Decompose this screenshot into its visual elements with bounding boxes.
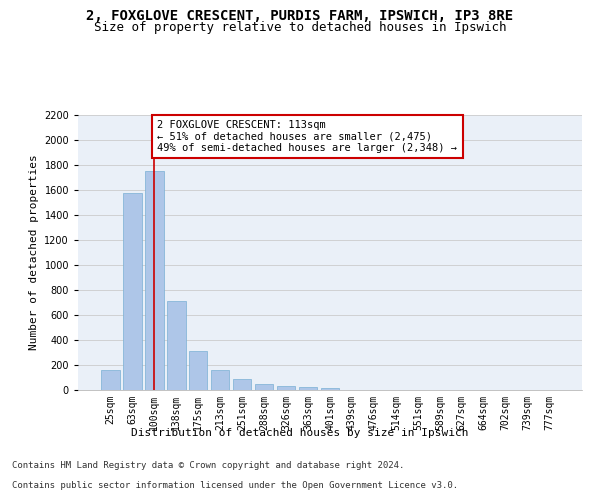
- Bar: [277, 386, 295, 390]
- Bar: [255, 384, 274, 390]
- Bar: [233, 380, 251, 390]
- Bar: [145, 170, 164, 390]
- Bar: [101, 370, 119, 390]
- Text: Contains HM Land Registry data © Crown copyright and database right 2024.: Contains HM Land Registry data © Crown c…: [12, 461, 404, 470]
- Bar: [123, 192, 142, 390]
- Text: Size of property relative to detached houses in Ipswich: Size of property relative to detached ho…: [94, 21, 506, 34]
- Bar: [320, 388, 340, 390]
- Text: 2, FOXGLOVE CRESCENT, PURDIS FARM, IPSWICH, IP3 8RE: 2, FOXGLOVE CRESCENT, PURDIS FARM, IPSWI…: [86, 9, 514, 23]
- Bar: [299, 387, 317, 390]
- Y-axis label: Number of detached properties: Number of detached properties: [29, 154, 38, 350]
- Text: Contains public sector information licensed under the Open Government Licence v3: Contains public sector information licen…: [12, 481, 458, 490]
- Bar: [211, 370, 229, 390]
- Bar: [189, 350, 208, 390]
- Text: 2 FOXGLOVE CRESCENT: 113sqm
← 51% of detached houses are smaller (2,475)
49% of : 2 FOXGLOVE CRESCENT: 113sqm ← 51% of det…: [157, 120, 457, 153]
- Bar: [167, 301, 185, 390]
- Text: Distribution of detached houses by size in Ipswich: Distribution of detached houses by size …: [131, 428, 469, 438]
